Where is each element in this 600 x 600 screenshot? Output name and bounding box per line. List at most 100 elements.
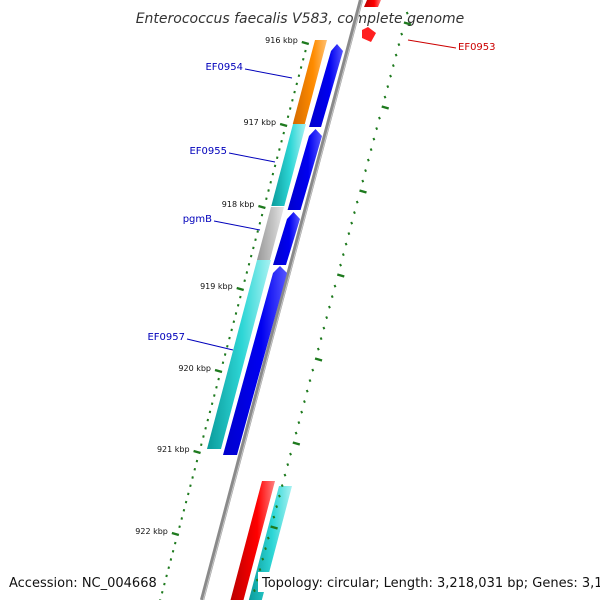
backbone-highlight — [202, 0, 363, 600]
ruler-minor-tick — [187, 492, 190, 496]
outer-track-tick — [394, 53, 398, 57]
outer-track-tick — [325, 316, 329, 320]
ruler-minor-tick — [245, 271, 249, 274]
ruler-minor-tick — [269, 180, 272, 184]
ruler-minor-tick — [165, 574, 168, 578]
outer-track-tick — [341, 253, 345, 257]
outer-track-tick — [336, 273, 345, 278]
ruler-minor-tick — [189, 484, 192, 488]
ruler-minor-tick — [252, 246, 255, 250]
ruler-minor-tick — [215, 385, 218, 389]
ruler-minor-tick — [256, 230, 259, 233]
outer-tick-track — [253, 11, 412, 593]
outer-track-tick — [347, 232, 351, 236]
gene-label: EF0953 — [458, 42, 496, 53]
outer-track-tick — [361, 179, 365, 183]
outer-track-tick — [350, 221, 354, 225]
ruler-minor-tick — [202, 435, 205, 438]
ruler-minor-tick — [174, 541, 177, 545]
ruler-major-tick — [236, 286, 245, 292]
outer-track-tick — [344, 242, 348, 246]
outer-track-tick — [255, 578, 259, 582]
ruler-minor-tick — [221, 361, 225, 365]
outer-track-tick — [333, 284, 337, 288]
gene-label-leader — [213, 220, 261, 231]
ruler-minor-tick — [193, 467, 196, 471]
ruler-minor-tick — [265, 197, 268, 201]
ruler-tick-label: 922 kbp — [135, 527, 168, 536]
cds-ef0953 — [364, 0, 381, 7]
ruler-minor-tick — [223, 353, 227, 356]
ruler-minor-tick — [258, 221, 262, 225]
outer-track-tick — [353, 211, 356, 215]
outer-track-tick — [339, 263, 342, 267]
outer-track-tick — [266, 536, 270, 540]
cds-ef0955 — [271, 124, 306, 206]
ruler-minor-tick — [171, 549, 175, 553]
outer-track-tick — [286, 463, 290, 467]
ruler-minor-tick — [295, 82, 298, 86]
ruler-minor-tick — [200, 443, 203, 447]
ruler-minor-tick — [271, 172, 275, 176]
footer-left-bg — [4, 572, 150, 592]
outer-track-tick — [389, 74, 392, 78]
ruler-tick-label: 919 kbp — [200, 282, 233, 291]
gene-label-leader — [186, 338, 234, 351]
outer-track-tick — [300, 410, 304, 414]
outer-track-tick — [330, 295, 334, 299]
outer-track-tick — [305, 389, 309, 393]
kbp-ruler: 916 kbp 917 kbp 918 kbp 919 kbp 920 kbp 921 k… — [135, 36, 310, 600]
outer-track-tick — [319, 337, 323, 341]
outer-track-tick — [258, 568, 262, 572]
outer-track-tick — [292, 441, 301, 446]
backbone-line — [199, 0, 364, 600]
gene-label: EF0955 — [189, 146, 227, 157]
outer-track-tick — [314, 357, 323, 362]
ruler-minor-tick — [249, 254, 253, 258]
gene-label-leader — [407, 39, 457, 49]
outer-track-tick — [270, 525, 278, 530]
outer-track-tick — [308, 379, 312, 383]
ruler-tick-label: 921 kbp — [157, 445, 190, 454]
ruler-minor-tick — [254, 238, 257, 242]
outer-track-tick — [283, 473, 287, 477]
ruler-minor-tick — [275, 156, 279, 160]
cds-pgmb — [256, 207, 284, 260]
outer-track-tick — [261, 557, 265, 561]
ruler-major-tick — [258, 204, 266, 210]
cds-ef0954 — [292, 40, 327, 124]
footer-right-bg — [258, 572, 596, 592]
ruler-minor-tick — [217, 377, 220, 381]
cds-cyan-lower — [248, 486, 292, 600]
topology-text: Topology: circular; Length: 3,218,031 bp… — [261, 576, 600, 591]
ruler-minor-tick — [230, 328, 233, 332]
outer-track-tick — [403, 21, 412, 26]
gene-features — [206, 0, 381, 600]
ruler-tick-label: 918 kbp — [222, 200, 255, 209]
outer-track-tick — [275, 505, 279, 509]
ruler-minor-tick — [213, 394, 216, 397]
ruler-minor-tick — [184, 500, 188, 504]
ruler-minor-tick — [195, 459, 199, 463]
outer-track-tick — [355, 200, 359, 204]
ruler-minor-tick — [236, 303, 240, 307]
ruler-tick-label: 916 kbp — [265, 36, 298, 45]
outer-track-tick — [381, 105, 390, 110]
ruler-minor-tick — [232, 320, 236, 324]
ruler-minor-tick — [178, 525, 181, 529]
outer-track-tick — [294, 431, 298, 435]
outer-track-tick — [359, 189, 367, 194]
ruler-minor-tick — [293, 90, 296, 94]
outer-track-tick — [366, 158, 370, 162]
ruler-minor-tick — [228, 336, 231, 340]
outer-track-tick — [278, 494, 281, 498]
outer-track-tick — [372, 137, 376, 141]
outer-track-tick — [272, 515, 276, 519]
cds-ef0953-arrow — [362, 27, 376, 42]
ruler-minor-tick — [163, 582, 166, 586]
ruler-minor-tick — [278, 148, 281, 151]
ruler-minor-tick — [299, 66, 303, 69]
cds-forward-4 — [222, 266, 287, 455]
ruler-minor-tick — [180, 517, 183, 520]
